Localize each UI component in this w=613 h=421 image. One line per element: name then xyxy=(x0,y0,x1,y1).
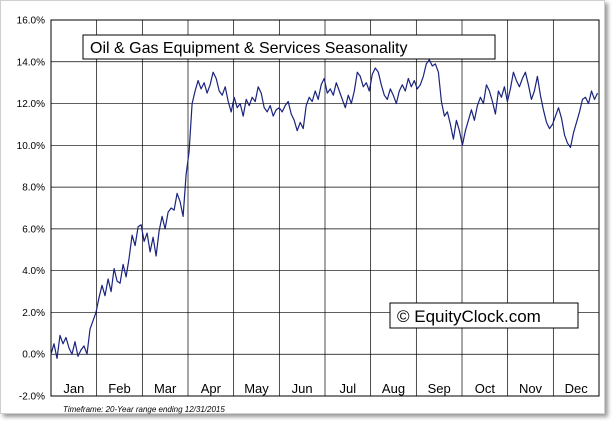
x-tick-label: Mar xyxy=(154,381,177,396)
y-tick-label: 12.0% xyxy=(17,99,45,110)
x-tick-label: Oct xyxy=(475,381,496,396)
watermark-box: © EquityClock.com xyxy=(389,302,579,329)
x-tick-label: Nov xyxy=(519,381,543,396)
x-tick-label: May xyxy=(244,381,269,396)
y-tick-label: 8.0% xyxy=(22,183,45,194)
x-tick-label: Jun xyxy=(292,381,313,396)
x-tick-label: Feb xyxy=(108,381,130,396)
y-tick-label: -2.0% xyxy=(19,392,45,403)
y-tick-label: 10.0% xyxy=(17,141,45,152)
y-tick-label: 0.0% xyxy=(22,350,45,361)
y-tick-label: 2.0% xyxy=(22,308,45,319)
y-tick-label: 4.0% xyxy=(22,266,45,277)
series-line xyxy=(50,59,599,359)
x-tick-label: Sep xyxy=(428,381,451,396)
x-tick-label: Jan xyxy=(63,381,84,396)
y-tick-label: 14.0% xyxy=(17,57,45,68)
y-tick-label: 16.0% xyxy=(17,16,45,27)
x-tick-label: Aug xyxy=(382,381,405,396)
x-tick-label: Apr xyxy=(201,381,222,396)
title-box: Oil & Gas Equipment & Services Seasonali… xyxy=(82,34,496,60)
footnote: Timeframe: 20-Year range ending 12/31/20… xyxy=(63,405,225,414)
x-tick-label: Dec xyxy=(565,381,589,396)
x-tick-label: Jul xyxy=(340,381,357,396)
y-tick-label: 6.0% xyxy=(22,224,45,235)
watermark-text: © EquityClock.com xyxy=(397,307,541,326)
chart-title: Oil & Gas Equipment & Services Seasonali… xyxy=(90,40,407,57)
chart-frame: -2.0% 0.0% 2.0% 4.0% 6.0% 8.0% 10.0% 12.0% 14.0%… xyxy=(0,0,605,414)
